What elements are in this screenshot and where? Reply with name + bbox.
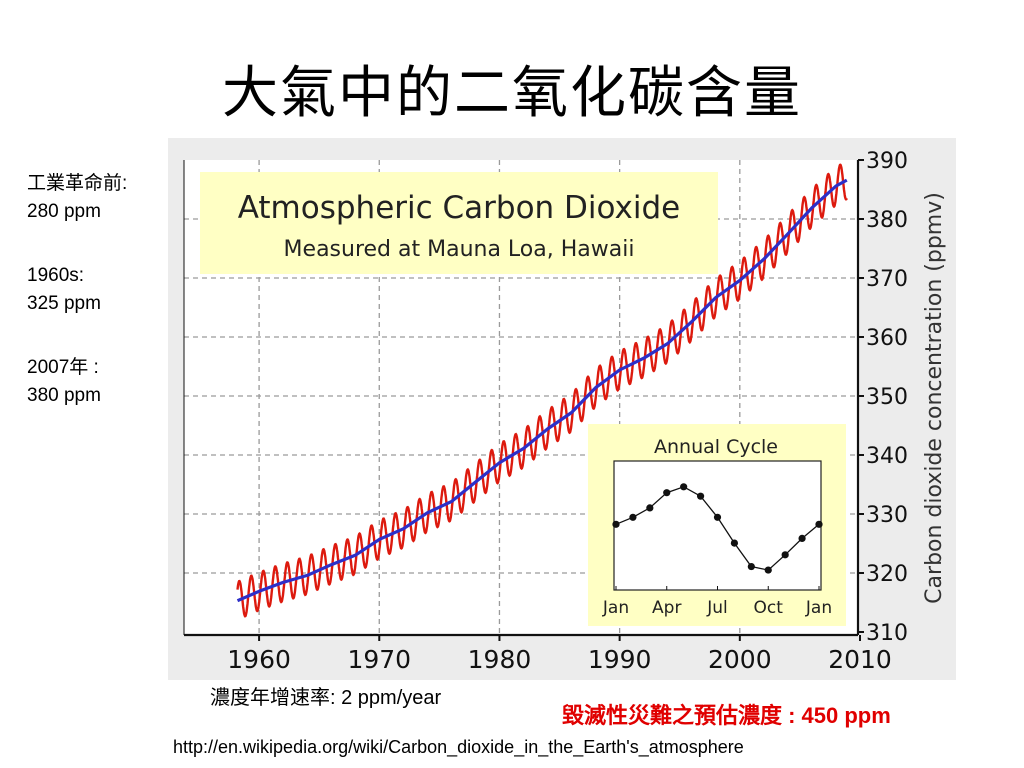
inset-point-0 [612, 520, 620, 528]
inset-x-tick-label-2: Jul [706, 598, 728, 618]
y-tick-label-370: 370 [866, 267, 908, 292]
source-url[interactable]: http://en.wikipedia.org/wiki/Carbon_diox… [173, 737, 744, 757]
inset-point-10 [781, 551, 789, 559]
x-tick-label-1960: 1960 [227, 645, 291, 674]
inset-x-tick-label-3: Oct [754, 598, 784, 618]
inset-point-12 [815, 520, 823, 528]
series-trend-line [236, 178, 848, 603]
inset-point-2 [646, 504, 654, 512]
y-tick-label-380: 380 [866, 208, 908, 233]
inset-point-5 [696, 492, 705, 500]
series-monthly-line [236, 163, 848, 618]
inset-point-8 [747, 562, 755, 571]
inset-point-6 [713, 513, 722, 521]
inset-x-tick-label-1: Apr [652, 598, 681, 618]
side-notes: 工業革命前: 280 ppm 1960s: 325 ppm 2007年 : 38… [27, 170, 177, 410]
inset-point-3 [663, 489, 671, 497]
note-1960s-label: 1960s: [27, 265, 85, 286]
inset-x-tick-label-4: Jan [805, 598, 832, 618]
inset-plot-area [613, 460, 822, 591]
growth-rate-note: 濃度年增速率: 2 ppm/year [210, 687, 442, 709]
inset-point-1 [629, 513, 637, 521]
inset-point-7 [730, 539, 739, 547]
inset-point-4 [680, 483, 688, 491]
title-box [200, 172, 718, 274]
inset-point-9 [764, 566, 772, 574]
inset-point-11 [798, 534, 806, 542]
slide-title: 大氣中的二氧化碳含量 [222, 61, 802, 126]
inset-annual-cycle: Annual Cycle Jan Apr Jul Oct Jan [588, 424, 846, 626]
inset-x-tick-label-0: Jan [602, 598, 629, 618]
note-2007-label: 2007年 : [27, 357, 99, 378]
note-preindustrial-label: 工業革命前: [27, 173, 128, 194]
co2-chart: 1960 1970 1980 1990 2000 2010 310 320 330 340 350 3… [168, 138, 956, 680]
x-tick-label-1980: 1980 [468, 645, 532, 674]
x-tick-label-2000: 2000 [708, 645, 772, 674]
x-tick-label-2010: 2010 [828, 645, 892, 674]
x-tick-label-1990: 1990 [588, 645, 652, 674]
note-1960s-value: 325 ppm [27, 293, 101, 314]
y-axis-title: Carbon dioxide concentration (ppmv) [922, 192, 947, 604]
x-tick-label-1970: 1970 [347, 645, 411, 674]
y-tick-label-350: 350 [866, 385, 908, 410]
y-tick-label-320: 320 [866, 562, 908, 587]
chart-subtitle: Measured at Mauna Loa, Hawaii [284, 237, 635, 262]
y-tick-label-310: 310 [866, 621, 908, 646]
y-tick-label-340: 340 [866, 444, 908, 469]
note-preindustrial-value: 280 ppm [27, 201, 101, 222]
inset-title: Annual Cycle [654, 436, 778, 458]
disaster-threshold-note: 毀滅性災難之預估濃度 : 450 ppm [562, 703, 891, 728]
y-tick-label-330: 330 [866, 503, 908, 528]
note-2007-value: 380 ppm [27, 385, 101, 406]
y-tick-label-390: 390 [866, 149, 908, 174]
y-tick-label-360: 360 [866, 326, 908, 351]
chart-title: Atmospheric Carbon Dioxide [238, 190, 681, 226]
